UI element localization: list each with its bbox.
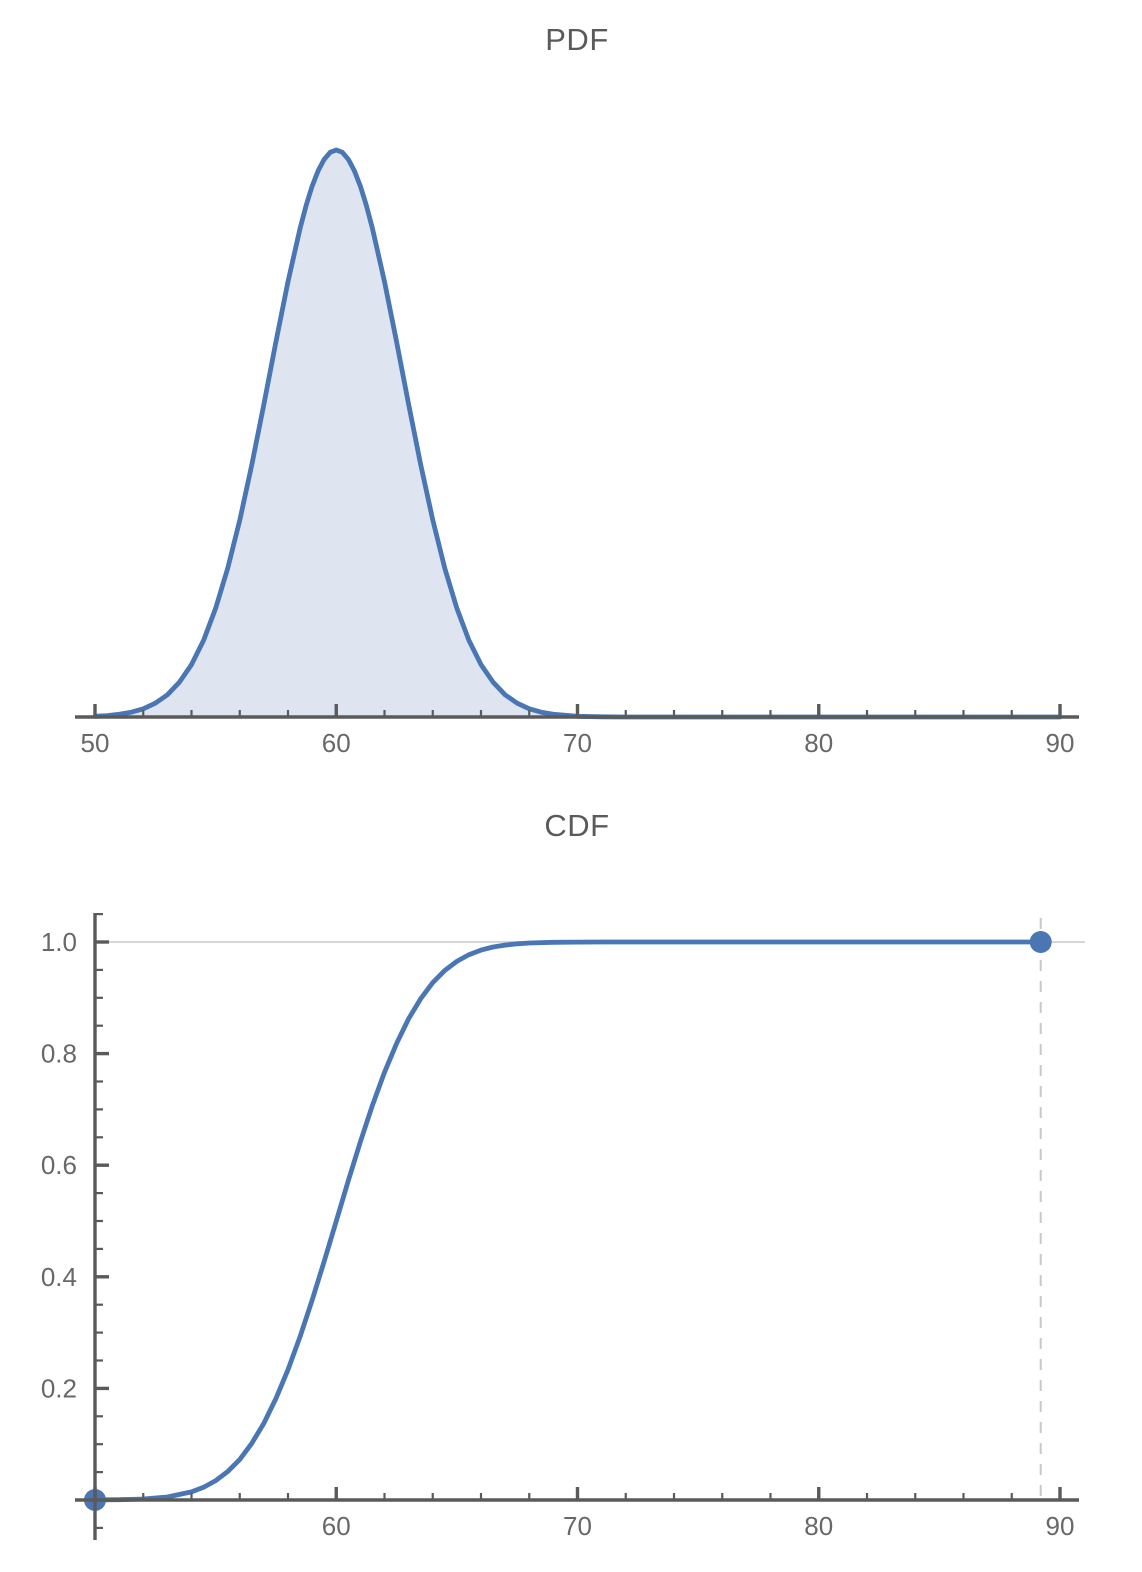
- data-point-marker: [1029, 931, 1052, 953]
- pdf-chart: PDF 50 60 70 80 90: [75, 22, 1079, 758]
- pdf-plot-canvas: 50 60 70 80 90: [75, 147, 1079, 758]
- y-tick-label: 0.4: [41, 1262, 77, 1292]
- x-tick-label: 60: [322, 1511, 351, 1541]
- x-tick-label: 90: [1046, 1511, 1075, 1541]
- y-tick-label: 0.2: [41, 1373, 77, 1403]
- x-tick-label: 50: [81, 728, 110, 758]
- y-tick-label: 0.8: [41, 1039, 77, 1069]
- x-tick-label: 60: [322, 728, 351, 758]
- cdf-chart: CDF 60 70 80 90 0.2 0.4 0.6 0.8 1.0: [0, 786, 1142, 1572]
- pdf-curve: [92, 147, 1063, 720]
- x-tick-label: 80: [804, 728, 833, 758]
- cdf-chart-title: CDF: [544, 808, 610, 843]
- cdf-plot-canvas: 60 70 80 90 0.2 0.4 0.6 0.8 1.0: [41, 913, 1085, 1541]
- x-tick-label: 70: [563, 1511, 592, 1541]
- y-tick-label: 1.0: [41, 927, 77, 957]
- pdf-chart-title: PDF: [545, 22, 609, 57]
- x-tick-label: 90: [1046, 728, 1075, 758]
- cdf-curve: [92, 939, 1044, 1503]
- pdf-area-fill: [95, 150, 1060, 717]
- x-tick-label: 70: [563, 728, 592, 758]
- x-tick-label: 80: [804, 1511, 833, 1541]
- y-tick-label: 0.6: [41, 1150, 77, 1180]
